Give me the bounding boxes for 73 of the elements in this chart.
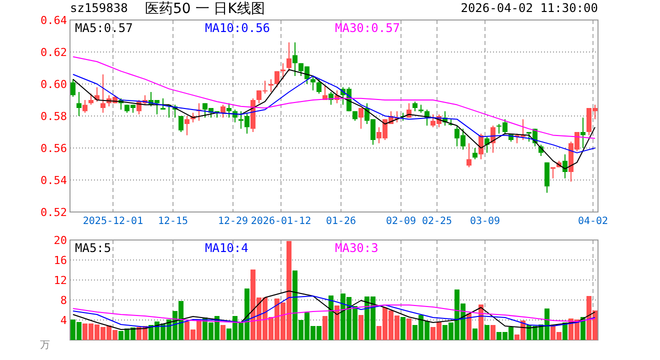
bar [562, 322, 568, 340]
x-tick-label: 2025-12-01 [82, 216, 144, 227]
bar [220, 325, 226, 340]
candlestick [70, 78, 76, 98]
x-tick-label: 02-25 [422, 216, 452, 227]
candlestick [544, 162, 550, 194]
x-tick-label: 04-02 [578, 216, 608, 227]
text: MA30:3 [335, 241, 378, 255]
line-series [72, 290, 596, 330]
candlestick [220, 104, 226, 118]
candlestick [280, 62, 286, 80]
candlestick [358, 108, 364, 130]
candlestick [100, 74, 106, 114]
y-tick-label: 0.64 [40, 14, 68, 27]
text: MA5:0.57 [75, 21, 133, 35]
chart-title: 医药50 一 日K线图 [145, 1, 265, 17]
bar [472, 328, 478, 340]
bar [466, 314, 472, 340]
candlestick [184, 116, 190, 136]
line-series [72, 304, 596, 323]
y-tick-label: 0.56 [40, 142, 67, 155]
y-tick-label: 0.54 [40, 174, 68, 187]
bar [328, 296, 334, 340]
candlestick [310, 76, 316, 91]
bar [406, 318, 412, 340]
y-tick-label: 20 [54, 234, 67, 247]
x-tick-label: 03-09 [470, 216, 500, 227]
y-tick-label: 8 [60, 294, 67, 307]
x-tick-label: 12-29 [218, 216, 248, 227]
candlestick [178, 116, 184, 132]
text: MA5:5 [75, 241, 112, 255]
candlestick [268, 78, 274, 92]
line-series [72, 74, 596, 154]
candlestick [286, 42, 292, 72]
text: 2026-04-02 11:30:00 [460, 1, 598, 15]
x-tick-label: 01-26 [326, 216, 356, 227]
candlestick [352, 110, 358, 122]
line-series [72, 296, 596, 328]
y-tick-label: 4 [60, 314, 68, 327]
y-tick-label: 12 [54, 274, 67, 287]
x-tick-label: 2026-01-12 [250, 216, 312, 227]
bar [322, 316, 328, 340]
candlestick [580, 117, 586, 148]
bar [484, 325, 490, 340]
candlestick [316, 78, 322, 94]
candlestick [292, 42, 298, 76]
line-series [72, 56, 596, 139]
candlestick [226, 102, 232, 118]
bar [358, 315, 364, 340]
bar [334, 306, 340, 340]
x-tick-label: 02-09 [386, 216, 416, 227]
y-tick-label: 0.58 [40, 110, 67, 123]
y-tick-label: 0.60 [40, 78, 67, 91]
candlestick [76, 92, 82, 116]
candlestick [472, 148, 478, 160]
x-tick-label: 12-15 [158, 216, 188, 227]
candlestick [82, 100, 88, 114]
text: MA30:0.57 [335, 21, 400, 35]
y-axis-title: 万 [40, 340, 50, 351]
bar [400, 317, 406, 340]
y-tick-label: 0.52 [40, 206, 67, 219]
candlestick [412, 101, 418, 112]
text: MA10:4 [205, 241, 248, 255]
text: MA10:0.56 [205, 21, 270, 35]
candlestick [274, 70, 280, 88]
y-tick-label: 16 [54, 254, 67, 267]
candlestick [88, 93, 94, 106]
candlestick [484, 136, 490, 154]
bar [490, 325, 496, 340]
candlestick [466, 142, 472, 168]
chart-subtitle: sz159838 [70, 1, 128, 15]
candlestick [550, 166, 556, 179]
y-tick-label: 0.62 [40, 46, 67, 59]
